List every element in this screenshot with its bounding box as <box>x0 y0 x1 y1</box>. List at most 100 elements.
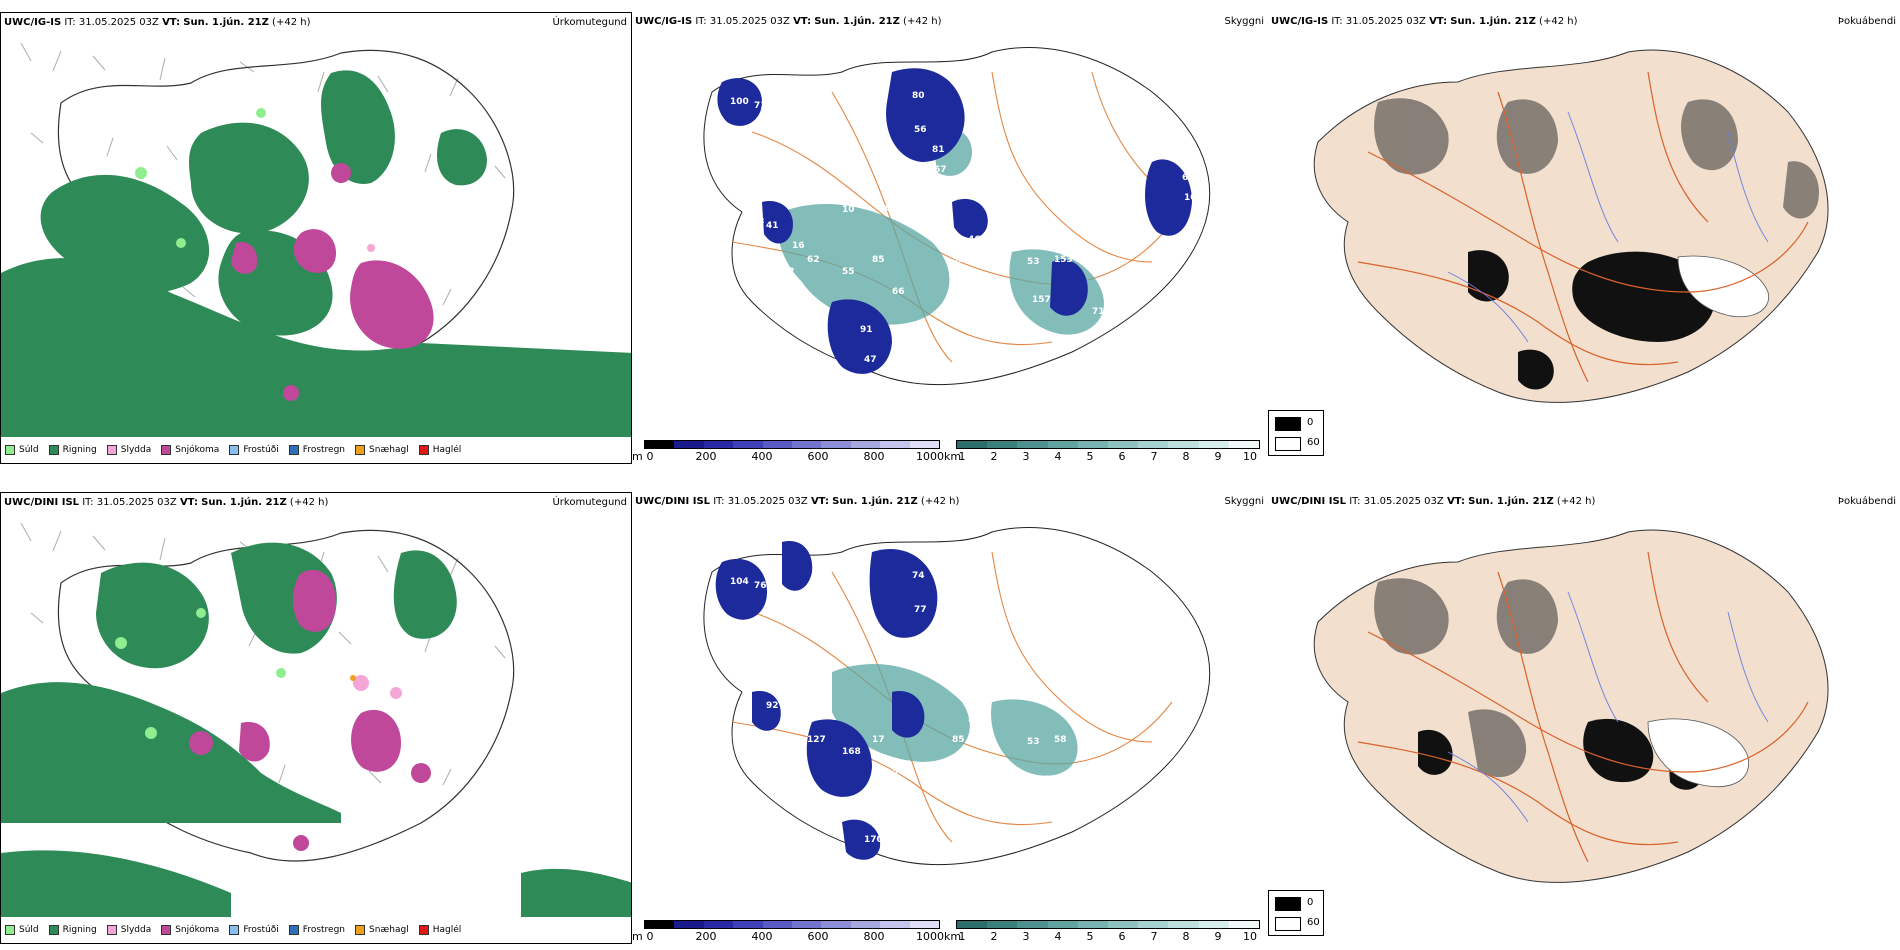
legend-label: Frostúði <box>243 925 279 935</box>
colorbar-step <box>850 921 881 928</box>
colorbar-tick: 4 <box>1054 450 1062 463</box>
cloudbase-value: 69 <box>934 645 947 655</box>
colorbar-gradient <box>644 920 940 929</box>
colorbar-step <box>703 921 734 928</box>
cloudbase-value: 55 <box>842 267 855 277</box>
colorbar-tick: 200 <box>695 930 717 943</box>
fog-legend-label: 60 <box>1307 437 1320 448</box>
lead-time: (+42 h) <box>272 17 311 28</box>
legend-label: Haglél <box>432 445 462 455</box>
cloudbase-value: 50 <box>892 767 905 777</box>
colorbar-step <box>821 921 851 928</box>
legend-swatch <box>161 445 172 455</box>
colorbar-step <box>1077 441 1109 448</box>
cloudbase-value: 59 <box>952 255 965 265</box>
cloudbase-value: 76 <box>754 581 767 591</box>
cloudbase-value: 92 <box>766 701 779 711</box>
panel-header: UWC/IG-IS IT: 31.05.2025 03Z VT: Sun. 1.… <box>635 16 941 27</box>
colorbar-tick: 400 <box>751 930 773 943</box>
colorbar-step <box>1108 441 1139 448</box>
legend-swatch <box>48 445 59 455</box>
colorbar-step <box>645 921 675 928</box>
colorbar-tick: 7 <box>1150 450 1158 463</box>
cloudbase-value: 168 <box>842 747 861 757</box>
legend-swatch <box>161 925 172 935</box>
legend-label: Súld <box>19 925 39 935</box>
legend-swatch <box>288 445 299 455</box>
legend-swatch <box>418 445 429 455</box>
legend-item: Snjókoma <box>161 445 219 455</box>
colorbar-tick: 600 <box>807 930 829 943</box>
legend-label: Rigning <box>62 925 97 935</box>
cloudbase-value: 63 <box>1182 173 1195 183</box>
lead-time: (+42 h) <box>1556 496 1596 507</box>
legend-item: Haglél <box>418 925 462 935</box>
fog-panel-row1: UWC/IG-IS IT: 31.05.2025 03Z VT: Sun. 1.… <box>1268 12 1900 464</box>
colorbar-step <box>1198 921 1229 928</box>
valid-time-key: VT: <box>179 497 198 508</box>
cloudbase-value: 80 <box>912 91 925 101</box>
legend-item: Frostúði <box>229 445 279 455</box>
legend-label: Rigning <box>62 445 97 455</box>
colorbar-step <box>762 921 793 928</box>
colorbar-tick: 6 <box>1118 930 1126 943</box>
colorbar-tick: 10 <box>1243 450 1257 463</box>
legend-label: Súld <box>19 445 39 455</box>
colorbar-step <box>957 441 988 448</box>
colorbar-step <box>957 921 988 928</box>
colorbar-unit: m <box>632 450 643 463</box>
cloudbase-value: 203 <box>892 865 911 875</box>
panel-header: UWC/IG-IS IT: 31.05.2025 03Z VT: Sun. 1.… <box>1271 16 1577 27</box>
cloudbase-value: 47 <box>864 355 877 365</box>
fog-legend-label: 0 <box>1307 897 1314 908</box>
colorbar-tick: 400 <box>751 450 773 463</box>
colorbar-tick: 1000 <box>916 930 944 943</box>
cloudbase-value: 88 <box>978 245 991 255</box>
legend-swatch <box>355 925 366 935</box>
colorbar-tick: 3 <box>1022 930 1030 943</box>
cloudbase-value: 62 <box>782 267 795 277</box>
legend-label: Haglél <box>432 925 462 935</box>
fog-legend-swatch <box>1275 417 1301 431</box>
legend-swatch <box>106 445 117 455</box>
fog-index-map <box>1313 529 1829 883</box>
legend-label: Frostregn <box>302 925 346 935</box>
colorbar-step <box>821 441 851 448</box>
precip-map <box>1 42 631 463</box>
valid-time: Sun. 1.jún. 21Z <box>814 16 900 27</box>
legend-item: Frostregn <box>288 445 345 455</box>
legend-label: Snæhagl <box>369 925 409 935</box>
cloudbase-value: 59 <box>880 845 893 855</box>
legend-item: Rigning <box>48 925 97 935</box>
cloudbase-value: 81 <box>932 145 945 155</box>
fog-legend-swatch <box>1275 437 1301 451</box>
valid-time: Sun. 1.jún. 21Z <box>1450 16 1536 27</box>
legend-swatch <box>5 445 15 455</box>
fog-legend-label: 0 <box>1307 417 1314 428</box>
cloudbase-value: 118 <box>892 385 911 395</box>
colorbar-gradient <box>644 440 940 449</box>
colorbar-tick: 7 <box>1150 930 1158 943</box>
colorbar-tick: 1 <box>958 450 966 463</box>
valid-time-key: VT: <box>793 16 812 27</box>
colorbar-step <box>792 921 822 928</box>
cloudbase-value: 62 <box>807 255 820 265</box>
cloudbase-value: 109 <box>977 171 996 181</box>
cloudbase-value: 110 <box>1126 743 1145 753</box>
cloudbase-value: 58 <box>1054 735 1067 745</box>
colorbar-step <box>1228 921 1260 928</box>
colorbar-step <box>987 921 1018 928</box>
valid-time-key: VT: <box>810 496 829 507</box>
cloudbase-value: 83 <box>977 651 990 661</box>
model-name: UWC/IG-IS <box>1271 16 1329 27</box>
legend-item: Frostúði <box>229 925 279 935</box>
legend-label: Snæhagl <box>369 445 409 455</box>
colorbar-step <box>1108 921 1139 928</box>
colorbar-step <box>733 441 763 448</box>
legend-item: Rigning <box>48 445 97 455</box>
cloudbase-value: 10 <box>842 205 855 215</box>
colorbar-step <box>674 921 704 928</box>
cloud-panel-row2: 104 76 74 77 53 69 83 115 162 81 85 63 53 58 122 152 110… <box>632 492 1268 944</box>
cloudbase-value: 122 <box>1032 775 1051 785</box>
